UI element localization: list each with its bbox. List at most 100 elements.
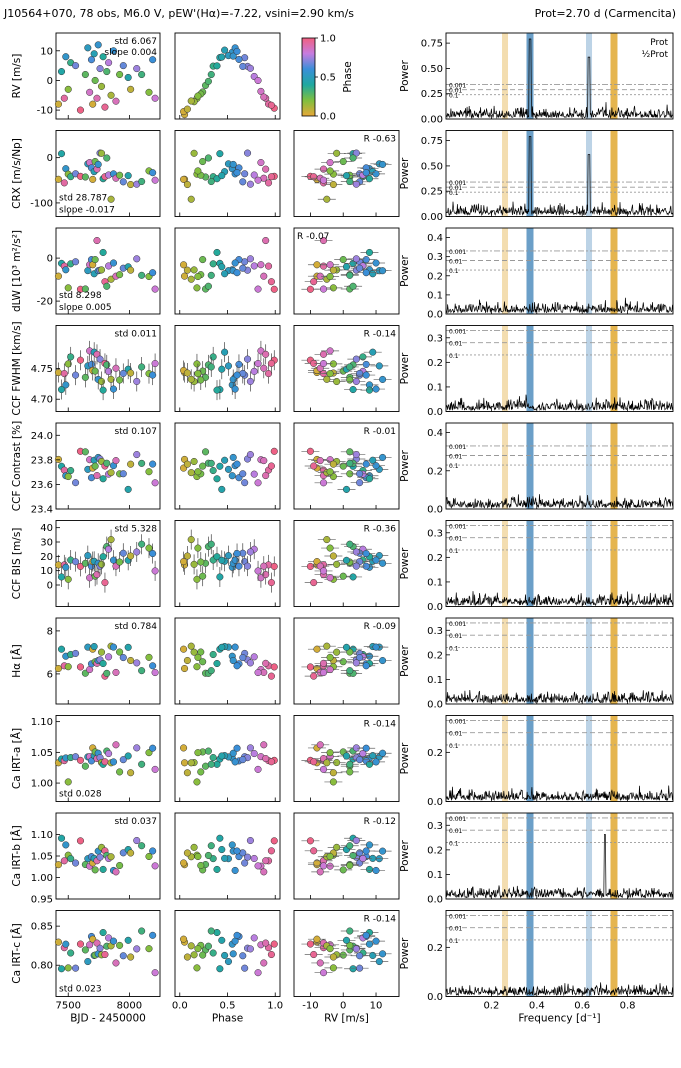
colorbar-tick-label: 0.5 <box>320 73 336 84</box>
fap-label: 0.01 <box>449 453 463 460</box>
data-point <box>67 466 75 475</box>
data-point <box>262 350 270 358</box>
data-point <box>319 359 328 368</box>
y-tick-label: 0.0 <box>427 700 443 711</box>
data-point <box>54 175 62 183</box>
data-point <box>246 548 254 556</box>
data-point <box>119 178 127 186</box>
y-tick-label: 0 <box>47 76 53 87</box>
data-point <box>57 68 66 76</box>
data-point <box>356 479 364 487</box>
data-point <box>105 59 113 67</box>
phase-points <box>180 529 278 593</box>
colorbar-tick-label: 0.0 <box>320 112 336 123</box>
data-point <box>107 469 115 477</box>
data-point <box>124 643 132 651</box>
data-point <box>64 284 72 292</box>
panel-frame <box>293 812 400 900</box>
data-point <box>323 536 331 544</box>
data-point <box>57 834 66 842</box>
data-point <box>116 558 124 566</box>
data-point <box>239 952 247 960</box>
data-point <box>235 562 243 570</box>
panel-frame <box>445 130 674 217</box>
data-point <box>183 953 191 961</box>
data-point <box>119 952 127 960</box>
data-point <box>216 462 224 470</box>
data-point <box>187 642 195 650</box>
half-prot-alias-band <box>502 325 509 412</box>
data-point <box>359 750 367 758</box>
data-point <box>326 574 334 582</box>
x-tick-label: 1.0 <box>267 1001 283 1012</box>
power-axis-label: Power <box>399 937 411 969</box>
data-point <box>97 149 106 157</box>
x-axis-label: RV [m/s] <box>324 1013 369 1025</box>
data-point <box>239 62 247 70</box>
data-point <box>60 857 68 865</box>
data-point <box>84 552 92 560</box>
power-axis-label: Power <box>399 839 411 871</box>
data-point <box>326 167 334 175</box>
data-point <box>138 177 146 186</box>
data-point <box>187 275 195 283</box>
data-point <box>339 157 347 166</box>
half-prot-alias-band <box>502 715 509 802</box>
legend-prot: Prot <box>650 38 668 48</box>
data-point <box>190 266 198 274</box>
data-point <box>119 849 127 857</box>
periodogram-curve <box>445 136 674 217</box>
data-point <box>254 567 262 575</box>
data-point <box>333 560 341 568</box>
x-tick-label: 7500 <box>56 1001 81 1012</box>
data-point <box>151 285 159 293</box>
data-point <box>333 843 341 851</box>
data-point <box>127 953 135 961</box>
data-point <box>127 849 135 857</box>
data-point <box>224 362 233 370</box>
data-point <box>254 969 262 977</box>
data-point <box>250 854 258 863</box>
panel-frame <box>293 422 400 510</box>
data-point <box>204 747 212 755</box>
fap-label: 0.01 <box>449 926 463 933</box>
data-point <box>313 859 321 867</box>
y-tick-label: 0.2 <box>427 553 443 564</box>
data-point <box>183 552 191 560</box>
half-prot-alias-band <box>502 33 509 119</box>
data-point <box>138 363 146 371</box>
data-point <box>329 266 337 274</box>
data-point <box>209 260 217 268</box>
y-tick-label: 0.00 <box>421 212 443 223</box>
data-point <box>90 50 98 58</box>
std-annotation: std 0.011 <box>114 330 157 340</box>
data-point <box>267 359 275 367</box>
data-point <box>190 560 198 568</box>
data-point <box>151 359 159 368</box>
data-point <box>229 950 237 958</box>
data-point <box>264 370 273 378</box>
data-point <box>81 70 89 79</box>
periodogram-curve <box>445 982 674 997</box>
data-point <box>342 752 351 760</box>
fap-label: 0.01 <box>449 258 463 265</box>
data-point <box>119 654 127 662</box>
fap-label: 0.001 <box>449 913 466 920</box>
data-point <box>149 269 157 277</box>
panel-frame <box>293 617 400 705</box>
data-point <box>138 842 146 850</box>
prot-alias-band <box>586 715 593 802</box>
data-point <box>57 965 66 973</box>
fap-label: 0.001 <box>449 621 466 628</box>
y-tick-label: 0.4 <box>427 233 443 244</box>
phase-colorbar <box>301 37 316 117</box>
data-point <box>99 553 107 561</box>
data-point <box>96 355 104 363</box>
data-point <box>194 370 202 378</box>
data-point <box>149 662 157 670</box>
data-point <box>194 544 202 552</box>
data-point <box>326 261 334 269</box>
data-point <box>254 176 262 184</box>
data-point <box>365 175 374 183</box>
data-point <box>99 659 107 668</box>
